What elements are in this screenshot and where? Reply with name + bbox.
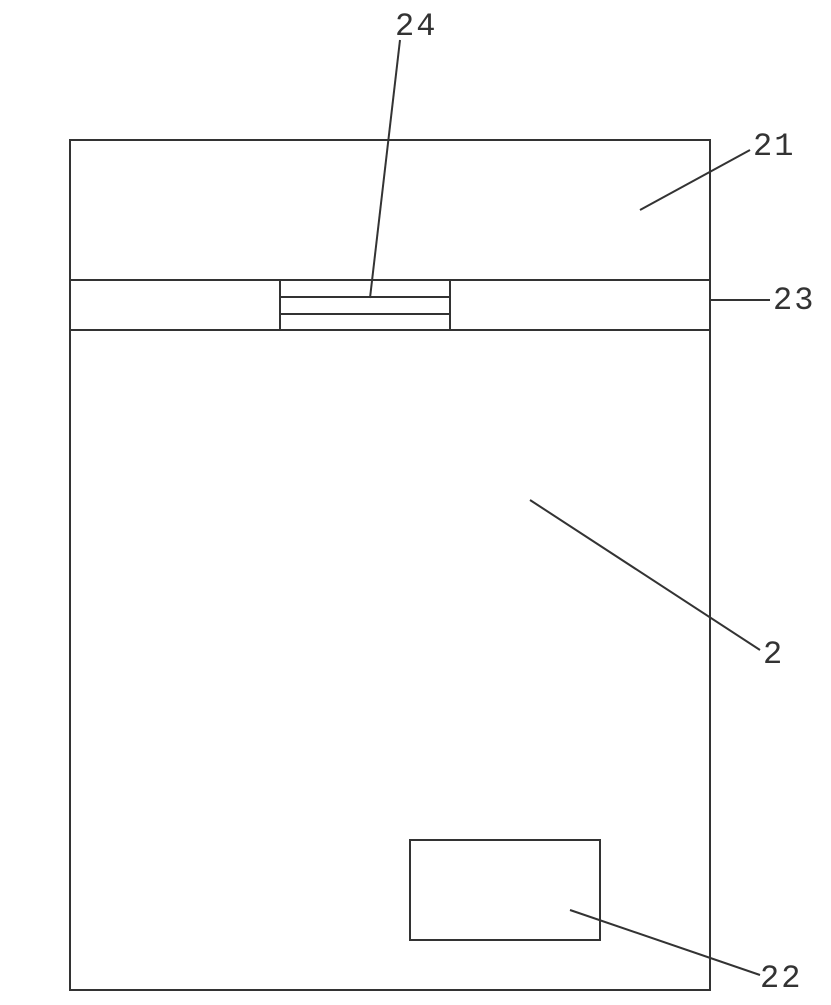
technical-diagram: 24 21 23 2 22: [0, 0, 831, 1000]
leader-2: [530, 500, 760, 650]
label-2: 2: [763, 636, 784, 673]
label-24: 24: [395, 8, 437, 45]
bottom-rect: [410, 840, 600, 940]
leader-22: [570, 910, 760, 975]
label-23: 23: [773, 282, 815, 319]
label-22: 22: [760, 960, 802, 997]
label-21: 21: [753, 128, 795, 165]
center-block: [280, 280, 450, 330]
leader-24: [370, 40, 400, 298]
leader-21: [640, 150, 750, 210]
outer-rect: [70, 140, 710, 990]
diagram-svg: [0, 0, 831, 1000]
